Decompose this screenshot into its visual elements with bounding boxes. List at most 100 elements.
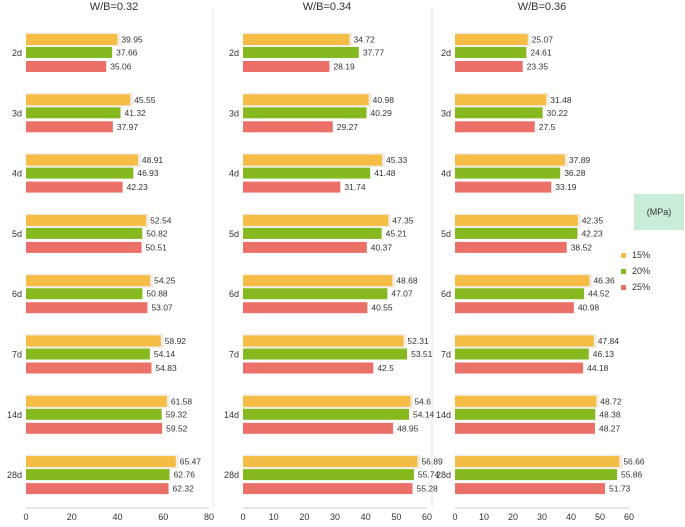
data-label: 52.31 [407, 336, 429, 346]
data-label: 47.84 [598, 336, 620, 346]
data-label: 45.21 [386, 228, 408, 238]
data-label: 53.07 [151, 303, 173, 313]
panel-title-2: W/B=0.34 [303, 1, 352, 13]
bar [26, 61, 107, 72]
legend-label-15: 15% [632, 250, 651, 260]
x-tick-label: 40 [361, 512, 371, 522]
data-label: 42.35 [582, 215, 604, 225]
bar [243, 241, 367, 253]
data-label: 35.06 [110, 62, 132, 72]
bar [243, 456, 418, 468]
bar [243, 47, 359, 58]
x-tick-label: 0 [240, 512, 245, 522]
category-label: 5d [12, 229, 22, 239]
x-tick-label: 30 [537, 512, 547, 522]
data-label: 44.52 [588, 289, 610, 299]
bar [455, 154, 565, 166]
bar [26, 94, 131, 106]
category-label: 3d [229, 108, 239, 118]
bar [455, 121, 535, 133]
bar [26, 241, 142, 253]
data-label: 54.14 [154, 349, 176, 359]
data-label: 40.29 [371, 108, 393, 118]
x-tick-label: 50 [391, 512, 401, 522]
data-label: 48.91 [142, 155, 164, 165]
bar [26, 121, 113, 133]
x-tick-label: 0 [452, 512, 457, 522]
bar [243, 422, 394, 434]
x-tick-label: 20 [299, 512, 309, 522]
x-tick-label: 20 [508, 512, 518, 522]
bar [26, 47, 113, 58]
data-label: 40.55 [371, 303, 393, 313]
data-label: 25.07 [532, 35, 554, 45]
legend-swatch-15 [621, 252, 626, 258]
x-tick-label: 30 [330, 512, 340, 522]
bar [243, 483, 413, 495]
data-label: 36.28 [564, 168, 586, 178]
unit-label: (MPa) [646, 207, 672, 217]
x-tick-label: 50 [595, 512, 605, 522]
bar [243, 107, 367, 119]
x-tick-label: 40 [112, 512, 122, 522]
data-label: 28.19 [333, 62, 355, 72]
legend: 15% 20% 25% [621, 248, 650, 296]
data-label: 48.27 [599, 423, 621, 433]
data-label: 48.95 [397, 423, 419, 433]
bar [455, 107, 543, 119]
x-tick-label: 80 [204, 512, 214, 522]
legend-swatch-20 [621, 268, 626, 274]
bar [455, 227, 578, 239]
bar [455, 47, 527, 58]
bar [243, 348, 408, 360]
data-label: 30.22 [547, 108, 569, 118]
data-label: 42.23 [581, 228, 603, 238]
bar [26, 302, 148, 314]
data-label: 50.51 [146, 242, 168, 252]
bar [26, 107, 121, 119]
data-label: 45.33 [386, 155, 408, 165]
bar [26, 335, 161, 347]
data-label: 45.55 [134, 95, 156, 105]
bar [243, 181, 341, 193]
bar [243, 362, 374, 374]
data-label: 27.5 [539, 122, 556, 132]
legend-label-20: 20% [632, 266, 651, 276]
x-tick-label: 0 [23, 512, 28, 522]
bar [243, 227, 382, 239]
category-label: 4d [441, 169, 451, 179]
bar [26, 469, 170, 481]
data-label: 59.32 [166, 409, 188, 419]
bar [243, 395, 411, 407]
bar [455, 288, 585, 300]
data-label: 56.89 [421, 457, 443, 467]
bar [26, 408, 162, 420]
data-label: 53.51 [411, 349, 433, 359]
panel-title-1: W/B=0.32 [90, 1, 139, 13]
data-label: 37.77 [363, 48, 385, 58]
data-label: 37.97 [117, 122, 139, 132]
bar [243, 302, 368, 314]
category-label: 4d [12, 169, 22, 179]
data-label: 41.48 [374, 168, 396, 178]
category-label: 5d [441, 229, 451, 239]
bar [26, 214, 147, 226]
bar [243, 288, 388, 300]
bar [26, 362, 152, 374]
data-label: 40.98 [373, 95, 395, 105]
bar [243, 214, 389, 226]
legend-swatch-25 [621, 284, 626, 290]
bar [243, 408, 410, 420]
bar [26, 181, 123, 193]
category-label: 28d [224, 470, 239, 480]
data-label: 46.36 [593, 276, 615, 286]
bar [455, 61, 523, 72]
data-label: 42.23 [127, 182, 149, 192]
data-label: 47.35 [392, 215, 414, 225]
data-label: 54.83 [155, 363, 177, 373]
category-label: 6d [441, 289, 451, 299]
data-label: 54.14 [413, 409, 435, 419]
x-tick-label: 10 [269, 512, 279, 522]
category-label: 14d [224, 410, 239, 420]
